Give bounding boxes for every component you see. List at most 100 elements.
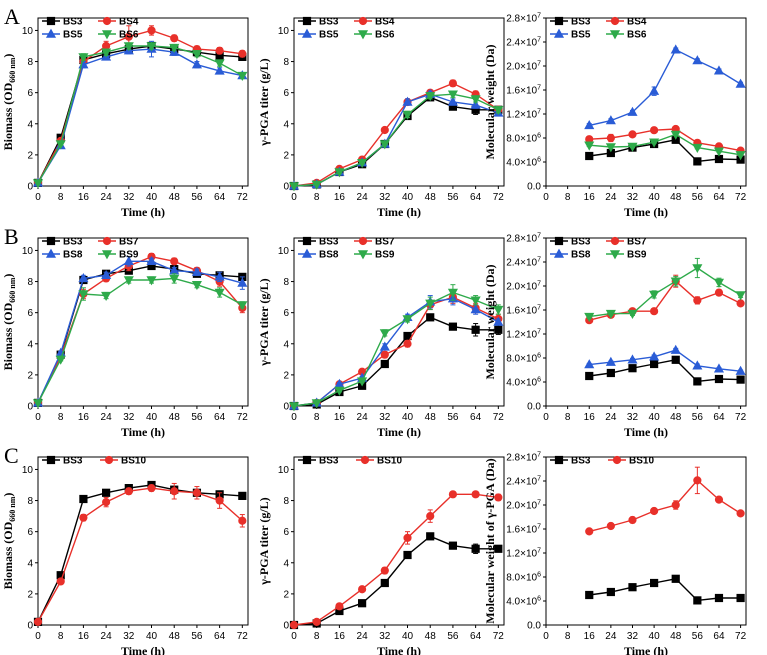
data-point xyxy=(736,593,745,603)
y-tick-label: 2.4×107 xyxy=(506,476,541,488)
y-tick-label: 2 xyxy=(27,150,33,161)
data-point xyxy=(237,301,248,311)
data-point xyxy=(735,151,746,161)
legend-swatch-marker xyxy=(554,455,564,465)
data-point xyxy=(402,110,413,120)
x-tick-label: 48 xyxy=(425,192,437,203)
y-tick-label: 6 xyxy=(27,527,33,538)
series-bs9 xyxy=(32,273,248,409)
legend-swatch-marker xyxy=(101,250,113,260)
series-bs3 xyxy=(585,574,745,605)
x-tick-label: 56 xyxy=(692,412,704,423)
data-point xyxy=(670,277,681,287)
series-line xyxy=(37,260,243,404)
x-tick-label: 0 xyxy=(35,631,41,642)
x-tick-label: 64 xyxy=(713,412,725,423)
y-tick-label: 4.0×106 xyxy=(506,157,541,169)
data-point xyxy=(713,278,725,288)
x-tick-label: 24 xyxy=(605,631,617,642)
data-point xyxy=(170,34,179,43)
legend-swatch-marker xyxy=(358,236,368,246)
data-point xyxy=(55,355,66,365)
data-point xyxy=(191,59,202,69)
data-point xyxy=(33,617,43,626)
y-tick-label: 0.0 xyxy=(527,621,541,632)
data-point xyxy=(470,304,481,314)
plot-frame xyxy=(545,237,747,407)
y-tick-label: 8.0×106 xyxy=(506,572,541,584)
plot-frame xyxy=(293,17,505,187)
data-point xyxy=(628,364,637,373)
legend-label-bs3: BS3 xyxy=(571,456,591,467)
data-point xyxy=(311,180,322,190)
x-tick-label: 16 xyxy=(78,412,90,423)
x-tick-label: 72 xyxy=(237,192,249,203)
data-point xyxy=(425,92,436,102)
data-point xyxy=(237,71,248,81)
series-bs10 xyxy=(289,490,503,630)
x-tick-label: 64 xyxy=(470,192,482,203)
x-tick-label: 72 xyxy=(237,412,249,423)
legend-label-bs4: BS4 xyxy=(375,17,395,28)
y-tick-label: 1.6×107 xyxy=(506,524,541,536)
x-tick-label: 64 xyxy=(470,631,482,642)
x-tick-label: 16 xyxy=(334,412,346,423)
legend-swatch-marker xyxy=(360,455,370,465)
data-point xyxy=(403,550,412,560)
data-point xyxy=(147,484,156,493)
x-tick-label: 16 xyxy=(78,631,90,642)
y-tick-label: 8 xyxy=(283,496,289,507)
legend-label-bs3: BS3 xyxy=(319,456,339,467)
x-tick-label: 48 xyxy=(169,631,181,642)
plot-frame xyxy=(545,17,747,187)
legend-label-bs5: BS5 xyxy=(571,30,591,41)
series-line xyxy=(589,133,741,156)
series-line xyxy=(293,535,499,626)
data-point xyxy=(650,359,659,369)
y-tick-label: 0 xyxy=(283,621,289,632)
x-tick-label: 32 xyxy=(379,192,391,203)
data-point xyxy=(334,168,345,178)
series-line xyxy=(37,45,243,184)
x-tick-label: 56 xyxy=(191,192,203,203)
data-point xyxy=(493,305,504,315)
y-tick-label: 4 xyxy=(27,119,33,130)
data-point xyxy=(146,276,157,286)
data-point xyxy=(650,307,659,316)
series-bs10 xyxy=(585,466,745,536)
x-tick-label: 8 xyxy=(314,412,320,423)
legend-swatch-marker xyxy=(302,16,312,26)
data-point xyxy=(214,288,225,298)
data-point xyxy=(102,41,111,51)
y-tick-label: 1.2×107 xyxy=(506,109,541,121)
x-tick-label: 8 xyxy=(565,631,571,642)
legend-swatch-marker xyxy=(301,248,313,258)
data-point xyxy=(357,158,368,169)
data-point xyxy=(736,509,745,518)
x-tick-label: 72 xyxy=(735,412,747,423)
legend-label-bs8: BS8 xyxy=(63,250,83,261)
y-tick-label: 8 xyxy=(283,277,289,288)
data-point xyxy=(426,512,435,521)
x-tick-label: 56 xyxy=(447,631,459,642)
legend: BS3 BS4 BS5 BS6 xyxy=(550,17,647,41)
series-line xyxy=(37,484,243,623)
legend-swatch-marker xyxy=(609,30,621,40)
legend: BS3 BS10 xyxy=(298,456,402,467)
data-point xyxy=(585,527,594,536)
data-point xyxy=(628,583,637,592)
data-point xyxy=(215,496,224,505)
x-tick-label: 48 xyxy=(169,412,181,423)
x-tick-label: 48 xyxy=(670,631,682,642)
series-line xyxy=(37,487,243,623)
data-point xyxy=(146,42,157,52)
plot-frame xyxy=(293,237,505,407)
data-point xyxy=(714,288,724,297)
data-point xyxy=(736,375,745,384)
data-point xyxy=(650,506,659,516)
legend-label-bs5: BS5 xyxy=(63,30,83,41)
data-point xyxy=(311,399,322,409)
